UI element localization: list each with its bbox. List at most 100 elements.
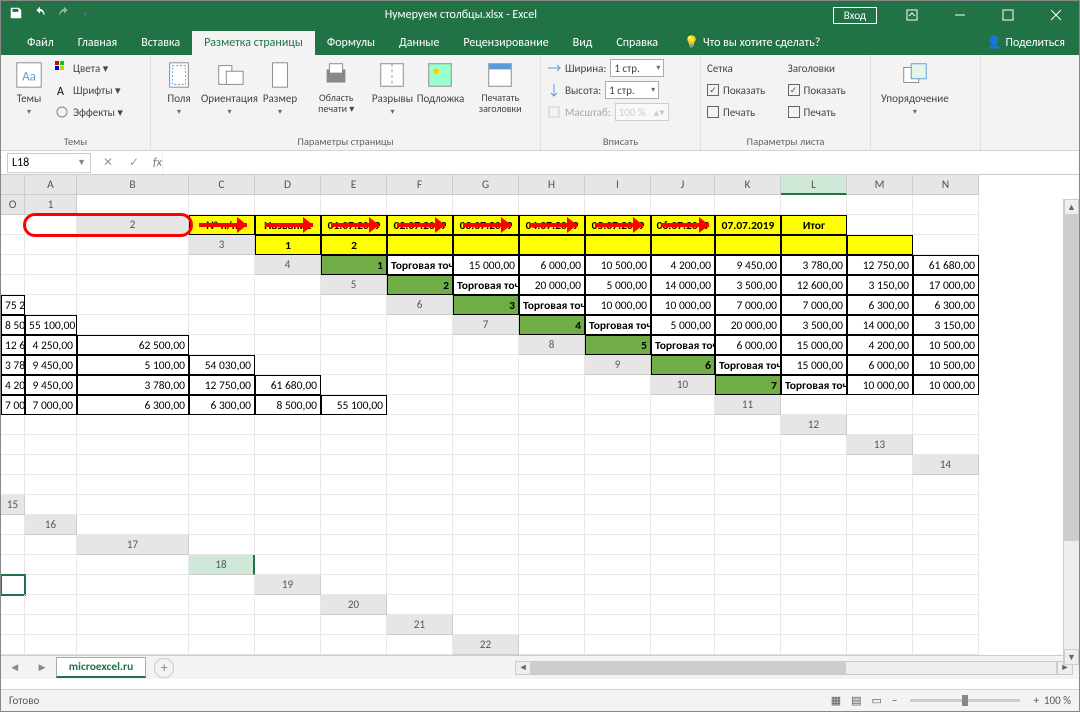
cell[interactable] [387,595,453,615]
cell[interactable]: 6 300,00 [913,295,979,315]
cell[interactable] [847,455,913,475]
cell[interactable] [519,395,585,415]
cell[interactable]: 4 200,00 [651,255,715,275]
cell[interactable] [519,475,585,495]
height-select[interactable]: 1 стр.▾ [605,81,659,99]
cell[interactable] [453,375,519,395]
cell[interactable]: 4 250,00 [25,335,77,355]
cell[interactable] [189,515,255,535]
spreadsheet-grid[interactable]: ABCDEFGHIJKLMNO12№ п/пНазвание01.07.2019… [1,175,1079,655]
cell[interactable] [847,555,913,575]
cell[interactable] [387,375,453,395]
cell[interactable] [189,635,255,655]
row-header[interactable]: 17 [77,535,189,555]
cell[interactable] [255,555,321,575]
cell[interactable] [387,455,453,475]
cell[interactable]: 14 000,00 [847,315,913,335]
row-header[interactable]: 5 [321,275,387,295]
grid-print-checkbox[interactable]: Печать [707,102,784,122]
row-header[interactable]: 9 [585,355,651,375]
col-header[interactable]: G [453,175,519,195]
row-header[interactable]: 1 [25,195,77,215]
cell[interactable] [913,515,979,535]
width-select[interactable]: 1 стр.▾ [610,59,664,77]
row-header[interactable]: 21 [387,615,453,635]
cell[interactable] [321,515,387,535]
cell[interactable] [715,455,781,475]
new-sheet-button[interactable]: + [154,658,174,678]
cell[interactable] [651,575,715,595]
cell[interactable]: Торговая точка 4 [585,315,651,335]
cell[interactable]: 7 000,00 [715,295,781,315]
cell[interactable] [25,595,77,615]
breaks-button[interactable]: Разрывы▾ [370,58,414,119]
cell[interactable] [913,475,979,495]
cell[interactable] [519,555,585,575]
cell[interactable] [585,475,651,495]
cell[interactable] [781,575,847,595]
cell[interactable] [453,515,519,535]
cell[interactable] [913,555,979,575]
cell[interactable] [913,415,979,435]
cell[interactable] [847,475,913,495]
headings-print-checkbox[interactable]: Печать [788,102,865,122]
col-header[interactable]: D [255,175,321,195]
row-header[interactable]: 14 [913,455,979,475]
cell[interactable] [255,435,321,455]
cell[interactable]: 62 500,00 [77,335,189,355]
col-header[interactable]: M [847,175,913,195]
cell[interactable] [189,435,255,455]
cell[interactable] [847,235,913,255]
cell[interactable] [77,555,189,575]
cell[interactable] [77,255,189,275]
col-header[interactable]: F [387,175,453,195]
cell[interactable] [1,595,25,615]
cell[interactable] [321,535,387,555]
cell[interactable] [77,295,189,315]
margins-button[interactable]: Поля▾ [157,58,201,119]
cell[interactable] [25,535,77,555]
zoom-slider[interactable] [910,699,1020,702]
tell-me[interactable]: 💡Что вы хотите сделать? [670,35,834,55]
cell[interactable] [1,415,25,435]
cell[interactable] [781,535,847,555]
cell[interactable] [651,595,715,615]
tab-home[interactable]: Главная [66,31,129,55]
cell[interactable] [585,635,651,655]
login-button[interactable]: Вход [833,7,877,24]
cell[interactable] [453,335,519,355]
cell[interactable] [519,635,585,655]
cell[interactable] [519,535,585,555]
minimize-icon[interactable] [937,1,983,29]
cell[interactable] [715,495,781,515]
cell[interactable] [321,455,387,475]
cell[interactable] [255,335,321,355]
cell[interactable] [189,295,255,315]
horizontal-scrollbar[interactable]: ◄► [515,661,1073,675]
cell[interactable] [189,195,255,215]
cell[interactable] [77,475,189,495]
cell[interactable]: 10 000,00 [585,295,651,315]
cell[interactable]: 3 780,00 [781,255,847,275]
cell[interactable] [321,575,387,595]
cell[interactable] [1,215,25,235]
cell[interactable] [453,195,519,215]
cell[interactable]: 3 150,00 [913,315,979,335]
cell[interactable] [1,455,25,475]
cell[interactable] [519,435,585,455]
effects-button[interactable]: Эффекты ▾ [55,102,123,122]
cell[interactable] [453,575,519,595]
cell[interactable] [321,375,387,395]
cell[interactable] [255,615,321,635]
cell[interactable] [1,275,25,295]
cell[interactable] [519,595,585,615]
cell[interactable]: 1 [321,255,387,275]
cell[interactable] [715,515,781,535]
cell[interactable]: Торговая точка 6 [715,355,781,375]
cell[interactable] [77,315,189,335]
cell[interactable] [25,615,77,635]
cell[interactable] [25,635,77,655]
cell[interactable] [453,495,519,515]
cell[interactable] [321,195,387,215]
cell[interactable] [585,455,651,475]
